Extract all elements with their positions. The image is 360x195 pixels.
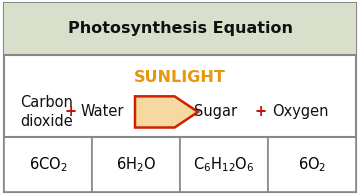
Text: Photosynthesis Equation: Photosynthesis Equation <box>68 21 292 36</box>
FancyBboxPatch shape <box>4 3 356 55</box>
Text: SUNLIGHT: SUNLIGHT <box>134 70 226 85</box>
Text: +: + <box>64 105 76 119</box>
FancyBboxPatch shape <box>4 3 356 192</box>
Text: Oxygen: Oxygen <box>273 105 329 119</box>
Text: $\mathregular{6O_2}$: $\mathregular{6O_2}$ <box>298 155 326 174</box>
Text: dioxide: dioxide <box>20 114 73 129</box>
Text: Water: Water <box>81 105 124 119</box>
Polygon shape <box>135 96 198 128</box>
Text: Carbon: Carbon <box>20 95 73 110</box>
FancyBboxPatch shape <box>180 136 268 192</box>
Text: $\mathregular{6H_2O}$: $\mathregular{6H_2O}$ <box>116 155 156 174</box>
Text: $\mathregular{C_6H_{12}O_6}$: $\mathregular{C_6H_{12}O_6}$ <box>193 155 255 174</box>
Text: $\mathregular{6CO_2}$: $\mathregular{6CO_2}$ <box>29 155 68 174</box>
FancyBboxPatch shape <box>268 136 356 192</box>
Text: +: + <box>255 105 267 119</box>
Text: Sugar: Sugar <box>194 105 238 119</box>
FancyBboxPatch shape <box>92 136 180 192</box>
FancyBboxPatch shape <box>4 136 92 192</box>
